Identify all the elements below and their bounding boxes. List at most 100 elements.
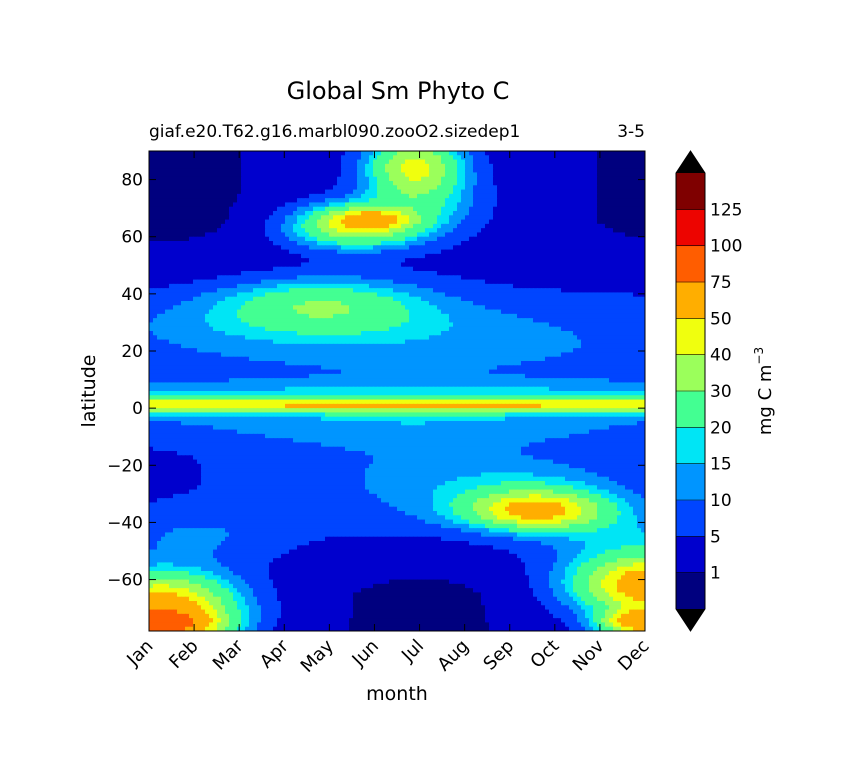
heatmap-cell bbox=[585, 215, 590, 221]
heatmap-cell bbox=[545, 318, 550, 324]
heatmap-cell bbox=[317, 163, 322, 169]
heatmap-cell bbox=[593, 253, 598, 259]
heatmap-cell bbox=[281, 249, 286, 255]
heatmap-cell bbox=[501, 219, 506, 225]
heatmap-cell bbox=[605, 206, 610, 212]
heatmap-cell bbox=[489, 206, 494, 212]
heatmap-cell bbox=[317, 309, 322, 315]
heatmap-cell bbox=[313, 181, 318, 186]
heatmap-cell bbox=[305, 151, 310, 156]
heatmap-cell bbox=[265, 168, 270, 174]
heatmap-cell bbox=[293, 159, 298, 165]
heatmap-cell bbox=[289, 313, 294, 319]
heatmap-cell bbox=[181, 202, 186, 208]
heatmap-cell bbox=[425, 193, 430, 199]
heatmap-cell bbox=[441, 198, 446, 204]
heatmap-cell bbox=[393, 163, 398, 169]
heatmap-cell bbox=[585, 193, 590, 199]
heatmap-cell bbox=[217, 159, 222, 165]
heatmap-cell bbox=[337, 193, 342, 199]
heatmap-cell bbox=[533, 279, 538, 285]
heatmap-cell bbox=[457, 253, 462, 259]
heatmap-cell bbox=[193, 159, 198, 165]
heatmap-cell bbox=[517, 228, 522, 234]
heatmap-cell bbox=[289, 172, 294, 178]
heatmap-cell bbox=[257, 223, 262, 229]
heatmap-cell bbox=[285, 215, 290, 221]
heatmap-cell bbox=[621, 219, 626, 225]
heatmap-cell bbox=[273, 288, 278, 294]
heatmap-cell bbox=[597, 292, 602, 298]
heatmap-cell bbox=[265, 193, 270, 199]
heatmap-cell bbox=[297, 305, 302, 311]
heatmap-cell bbox=[485, 271, 490, 276]
heatmap-cell bbox=[233, 245, 238, 251]
heatmap-cell bbox=[433, 151, 438, 156]
heatmap-cell bbox=[173, 151, 178, 156]
heatmap-cell bbox=[173, 241, 178, 246]
heatmap-cell bbox=[229, 266, 234, 272]
heatmap-cell bbox=[509, 172, 514, 178]
heatmap-cell bbox=[213, 313, 218, 319]
heatmap-cell bbox=[517, 172, 522, 178]
heatmap-cell bbox=[485, 258, 490, 264]
heatmap-cell bbox=[389, 288, 394, 294]
heatmap-cell bbox=[577, 305, 582, 311]
heatmap-cell bbox=[437, 181, 442, 186]
heatmap-cell bbox=[553, 206, 558, 212]
heatmap-cell bbox=[277, 296, 282, 302]
heatmap-cell bbox=[253, 206, 258, 212]
heatmap-cell bbox=[577, 253, 582, 259]
heatmap-cell bbox=[601, 245, 606, 251]
heatmap-cell bbox=[385, 266, 390, 272]
heatmap-cell bbox=[361, 211, 366, 216]
heatmap-cell bbox=[433, 288, 438, 294]
heatmap-cell bbox=[569, 172, 574, 178]
heatmap-cell bbox=[617, 185, 622, 191]
heatmap-cell bbox=[541, 292, 546, 298]
heatmap-cell bbox=[405, 172, 410, 178]
heatmap-cell bbox=[313, 301, 318, 306]
heatmap-cell bbox=[213, 219, 218, 225]
heatmap-cell bbox=[181, 279, 186, 285]
heatmap-cell bbox=[517, 185, 522, 191]
heatmap-cell bbox=[393, 155, 398, 161]
heatmap-cell bbox=[257, 198, 262, 204]
heatmap-cell bbox=[277, 185, 282, 191]
heatmap-cell bbox=[181, 223, 186, 229]
heatmap-cell bbox=[333, 258, 338, 264]
heatmap-cell bbox=[309, 271, 314, 276]
heatmap-cell bbox=[285, 236, 290, 242]
heatmap-cell bbox=[549, 219, 554, 225]
heatmap-cell bbox=[545, 168, 550, 174]
heatmap-cell bbox=[417, 318, 422, 324]
heatmap-cell bbox=[257, 211, 262, 216]
heatmap-cell bbox=[589, 283, 594, 289]
heatmap-cell bbox=[601, 211, 606, 216]
heatmap-cell bbox=[637, 155, 642, 161]
heatmap-cell bbox=[349, 219, 354, 225]
heatmap-cell bbox=[313, 249, 318, 255]
heatmap-cell bbox=[597, 258, 602, 264]
heatmap-cell bbox=[149, 223, 154, 229]
heatmap-cell bbox=[265, 198, 270, 204]
heatmap-cell bbox=[173, 249, 178, 255]
heatmap-cell bbox=[569, 181, 574, 186]
heatmap-cell bbox=[581, 275, 586, 281]
heatmap-cell bbox=[409, 155, 414, 161]
heatmap-cell bbox=[465, 159, 470, 165]
heatmap-cell bbox=[529, 271, 534, 276]
heatmap-cell bbox=[601, 193, 606, 199]
heatmap-cell bbox=[221, 258, 226, 264]
heatmap-cell bbox=[401, 241, 406, 246]
heatmap-cell bbox=[237, 176, 242, 182]
heatmap-cell bbox=[617, 193, 622, 199]
heatmap-cell bbox=[485, 189, 490, 195]
heatmap-cell bbox=[229, 288, 234, 294]
heatmap-cell bbox=[521, 206, 526, 212]
heatmap-cell bbox=[169, 236, 174, 242]
heatmap-cell bbox=[601, 271, 606, 276]
heatmap-cell bbox=[629, 288, 634, 294]
heatmap-cell bbox=[473, 228, 478, 234]
heatmap-cell bbox=[469, 241, 474, 246]
